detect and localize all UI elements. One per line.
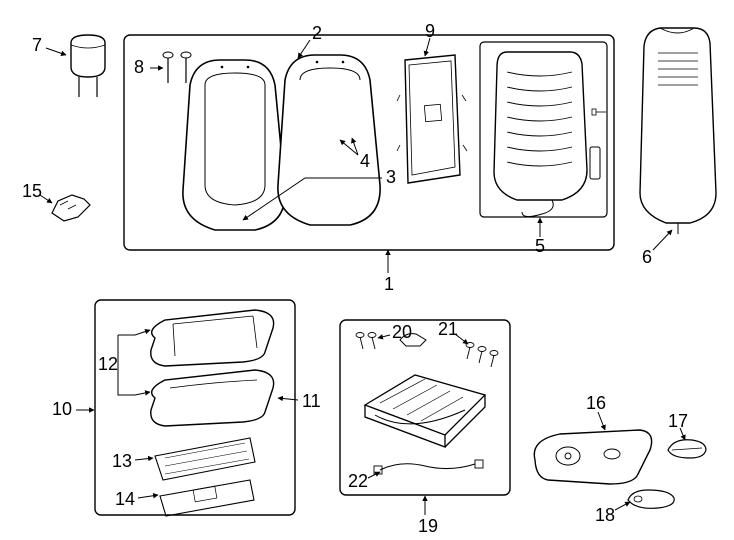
callout-15: 15 [22,181,52,203]
callout-6: 6 [642,230,672,267]
part-bracket [52,195,90,221]
callout-18: 18 [595,502,630,525]
label-5: 5 [535,236,545,256]
callout-20: 20 [378,322,412,342]
label-2: 2 [312,23,322,43]
part-cushion-heater [155,438,255,480]
label-6: 6 [642,247,652,267]
label-17: 17 [668,411,688,431]
part-cushion-panel [160,480,254,516]
callout-13: 13 [112,451,153,471]
label-19: 19 [418,516,438,536]
label-18: 18 [595,505,615,525]
label-1: 1 [384,274,394,294]
label-4: 4 [360,151,370,171]
callout-12: 12 [98,330,150,395]
label-7: 7 [32,35,42,55]
label-15: 15 [22,181,42,201]
part-seat-back [183,55,380,230]
part-cushion-pad [151,370,274,426]
callout-11: 11 [278,391,321,411]
label-16: 16 [586,393,606,413]
part-recline-lever [668,440,706,458]
part-harness [374,460,483,474]
label-3: 3 [386,167,396,187]
callout-8: 8 [134,57,163,77]
part-back-panel [640,28,716,234]
callout-1: 1 [384,250,394,294]
label-14: 14 [115,489,135,509]
callout-14: 14 [115,489,158,509]
parts-diagram: 1 2 3 4 9 [0,0,734,540]
part-bolts-right [466,343,498,368]
label-20: 20 [392,322,412,342]
callout-21: 21 [438,319,468,344]
part-side-shield [534,430,651,484]
label-11: 11 [302,391,321,411]
label-10: 10 [52,399,72,419]
part-height-knob [628,490,674,508]
callout-5: 5 [535,218,545,256]
callout-2: 2 [298,23,322,58]
label-12: 12 [98,354,118,374]
callout-16: 16 [586,393,606,430]
callout-7: 7 [32,35,66,55]
label-21: 21 [438,319,458,339]
callout-17: 17 [668,411,688,440]
label-9: 9 [425,21,435,41]
part-headrest-guides [163,52,191,83]
callout-19: 19 [418,496,438,536]
part-heater-pad [397,55,467,183]
label-8: 8 [134,57,144,77]
callout-9: 9 [425,21,435,56]
label-22: 22 [348,471,368,491]
part-headrest [71,35,105,97]
label-13: 13 [112,451,132,471]
group-5-back-frame [480,42,607,217]
part-bolts [356,333,376,350]
part-cushion-cover [151,310,274,366]
callout-10: 10 [52,399,94,419]
part-seat-track [365,375,485,447]
